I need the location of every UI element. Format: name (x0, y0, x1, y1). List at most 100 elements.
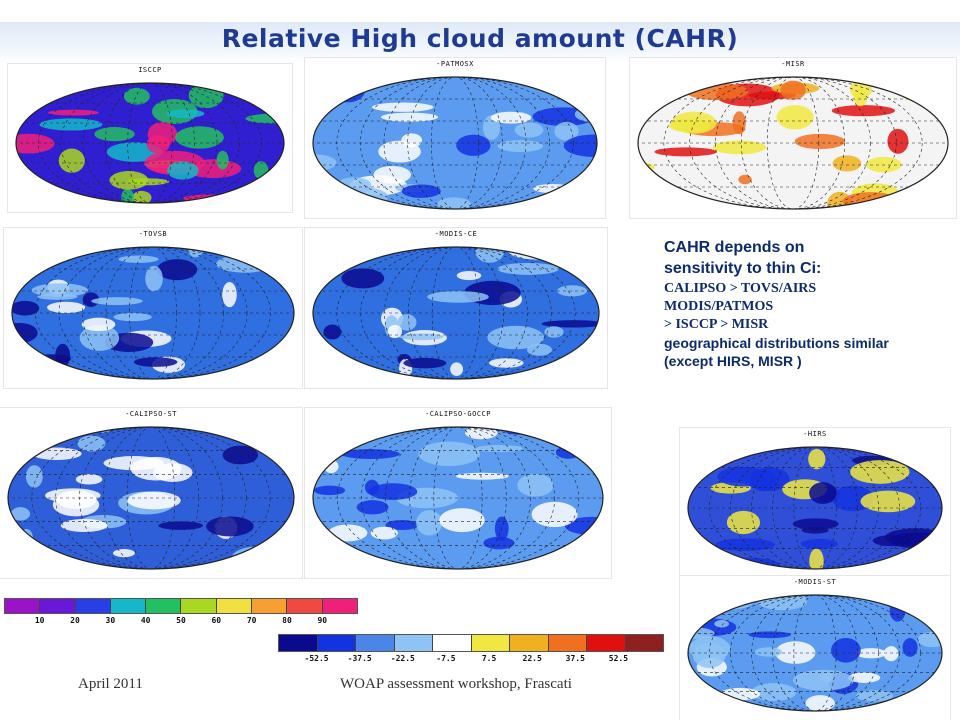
map-blob (58, 148, 85, 173)
map-blob (12, 300, 40, 316)
map-blob (831, 105, 895, 117)
map-blob (489, 358, 524, 368)
graticule-meridian (431, 77, 479, 209)
map-label: -MODIS-ST (793, 578, 837, 586)
map-blob (776, 105, 814, 130)
map-outline (687, 446, 943, 570)
colorbar-swatch (110, 599, 147, 613)
graticule-meridian (741, 77, 845, 209)
map-blob (323, 324, 342, 340)
map-modis-st: -MODIS-ST (680, 576, 950, 720)
map-outline (312, 246, 600, 380)
graticule-meridian (751, 447, 879, 569)
map-blob (47, 301, 86, 314)
graticule-meridian (715, 77, 871, 209)
map-blob (780, 80, 806, 100)
footer-event: WOAP assessment workshop, Frascati (340, 676, 572, 692)
map-graphic (15, 82, 285, 204)
map-blob (439, 508, 485, 533)
map-blob (56, 490, 97, 510)
graticule-meridian (708, 595, 922, 711)
map-outline (312, 76, 598, 210)
slide-title: Relative High cloud amount (CAHR) (221, 24, 739, 53)
graticule-meridian (383, 77, 527, 209)
map-blob (16, 133, 55, 154)
map-blob (808, 448, 826, 470)
map-blob (167, 161, 199, 180)
map-blob (385, 519, 419, 530)
map-blob (381, 112, 439, 122)
map-blob (12, 322, 38, 344)
map-blob (456, 134, 491, 156)
note-text: CAHR depends on sensitivity to thin Ci: … (664, 238, 956, 371)
map-blob (876, 447, 934, 458)
graticule-meridian (431, 247, 481, 379)
map-tovsb: -TOVSB (4, 228, 302, 388)
map-blob (387, 324, 403, 339)
graticule-meridian (751, 595, 879, 711)
graticule-meridian (126, 427, 176, 569)
graticule-meridian (730, 447, 900, 569)
map-blob (416, 510, 443, 536)
map-blob (401, 184, 441, 198)
map-blob (145, 265, 163, 292)
map-background (313, 427, 603, 569)
map-blob (541, 320, 599, 328)
map-isccp: ISCCP (8, 64, 292, 212)
graticule-meridian (360, 247, 552, 379)
map-blob (850, 460, 910, 484)
map-blob (526, 343, 552, 356)
map-label: -MODIS-CE (434, 230, 478, 238)
map-blob (398, 333, 444, 341)
map-blob (206, 516, 254, 537)
colorbar-tick-label: 52.5 (608, 654, 629, 663)
map-blob (75, 474, 103, 485)
map-blob (10, 507, 31, 521)
colorbar-absolute-ticks: 10 20 30 40 50 60 70 80 90 (22, 616, 340, 625)
map-blob (123, 87, 150, 105)
map-blob (182, 194, 236, 203)
colorbar-swatch (75, 599, 111, 613)
graticule-meridian (79, 427, 223, 569)
colorbar-tick-label: 37.5 (565, 654, 585, 663)
map-blob (832, 155, 862, 172)
map-graphic (687, 594, 943, 712)
map-blob (79, 324, 120, 351)
map-blob (490, 111, 532, 124)
map-blob (475, 247, 504, 263)
map-blob (715, 538, 776, 551)
graticule-meridian (35, 247, 271, 379)
map-hirs: -HIRS (680, 428, 950, 578)
colorbar-swatch (394, 635, 433, 651)
map-blob (902, 638, 918, 657)
colorbar-absolute (4, 598, 358, 614)
map-blob (133, 357, 178, 367)
map-label: -CALIPSO-ST (125, 410, 177, 418)
map-blob (533, 183, 573, 194)
map-blob (917, 631, 942, 648)
graticule-meridian (409, 427, 507, 569)
map-blob (230, 368, 288, 379)
map-blob (540, 77, 574, 88)
graticule-meridian (127, 83, 173, 203)
map-blob (497, 140, 544, 153)
colorbar-tick-label: 60 (211, 616, 222, 625)
map-blob (751, 683, 797, 702)
map-blob (81, 317, 116, 332)
graticule-meridian (772, 595, 858, 711)
note-line: (except HIRS, MISR ) (664, 353, 802, 370)
map-outline (15, 82, 285, 204)
colorbar-tick-label: -37.5 (347, 654, 372, 663)
map-blob (794, 133, 846, 150)
map-graphic (312, 76, 598, 210)
colorbar-swatch (252, 599, 288, 613)
map-blob (847, 672, 881, 683)
map-blob (112, 549, 135, 558)
colorbar-swatch (471, 635, 510, 651)
graticule-meridian (407, 77, 503, 209)
map-blob (531, 501, 578, 528)
map-blob (671, 111, 717, 134)
map-blob (156, 259, 198, 281)
colorbar-swatch (317, 635, 356, 651)
graticule-meridian (336, 427, 580, 569)
